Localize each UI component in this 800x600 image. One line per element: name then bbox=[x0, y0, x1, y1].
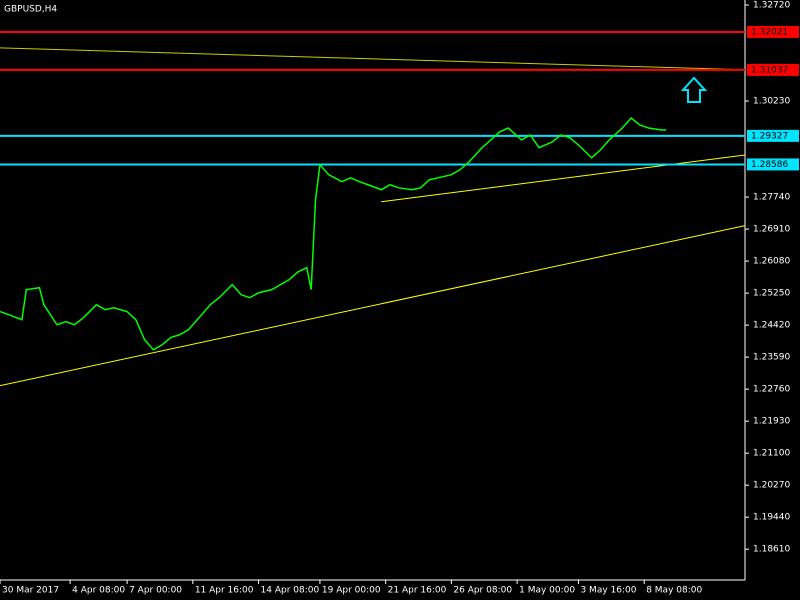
y-tick-label: 1.20270 bbox=[753, 481, 790, 491]
x-tick-label: 14 Apr 08:00 bbox=[261, 586, 320, 596]
price-level-label: 1.28586 bbox=[751, 160, 788, 170]
buy-arrow-icon bbox=[680, 76, 708, 103]
x-tick-label: 21 Apr 16:00 bbox=[388, 586, 447, 596]
y-tick-label: 1.32720 bbox=[753, 1, 790, 11]
price-level-tag bbox=[747, 158, 799, 171]
trend-line bbox=[381, 154, 746, 203]
price-level-tag bbox=[747, 25, 799, 38]
y-tick-label: 1.24420 bbox=[753, 321, 790, 331]
chart-title: GBPUSD,H4 bbox=[4, 5, 57, 15]
x-tick-label: 3 May 16:00 bbox=[580, 586, 636, 596]
y-tick-label: 1.21100 bbox=[753, 449, 790, 459]
x-tick-label: 19 Apr 00:00 bbox=[322, 586, 381, 596]
trend-line bbox=[0, 225, 746, 387]
price-level-tag bbox=[747, 129, 799, 142]
x-tick-label: 4 Apr 08:00 bbox=[72, 586, 125, 596]
price-level-label: 1.31037 bbox=[751, 65, 788, 75]
x-tick-label: 1 May 00:00 bbox=[519, 586, 575, 596]
price-line bbox=[0, 116, 667, 351]
y-tick-label: 1.22760 bbox=[753, 385, 790, 395]
y-tick-label: 1.21930 bbox=[753, 417, 790, 427]
price-level-label: 1.29327 bbox=[751, 131, 788, 141]
price-level-label: 1.32021 bbox=[751, 27, 788, 37]
y-tick-label: 1.26080 bbox=[753, 257, 790, 267]
y-tick-label: 1.19440 bbox=[753, 513, 790, 523]
y-tick-label: 1.25250 bbox=[753, 289, 790, 299]
trend-line bbox=[0, 47, 746, 71]
y-tick-label: 1.27740 bbox=[753, 193, 790, 203]
x-tick-label: 11 Apr 16:00 bbox=[195, 586, 254, 596]
price-level-tag bbox=[747, 63, 799, 76]
x-tick-label: 7 Apr 00:00 bbox=[129, 586, 182, 596]
y-tick-label: 1.18610 bbox=[753, 545, 790, 555]
y-tick-label: 1.30230 bbox=[753, 97, 790, 107]
x-tick-label: 26 Apr 08:00 bbox=[453, 586, 512, 596]
x-tick-label: 8 May 08:00 bbox=[646, 586, 702, 596]
x-tick-label: 30 Mar 2017 bbox=[2, 586, 59, 596]
y-tick-label: 1.26910 bbox=[753, 225, 790, 235]
y-tick-label: 1.23590 bbox=[753, 353, 790, 363]
